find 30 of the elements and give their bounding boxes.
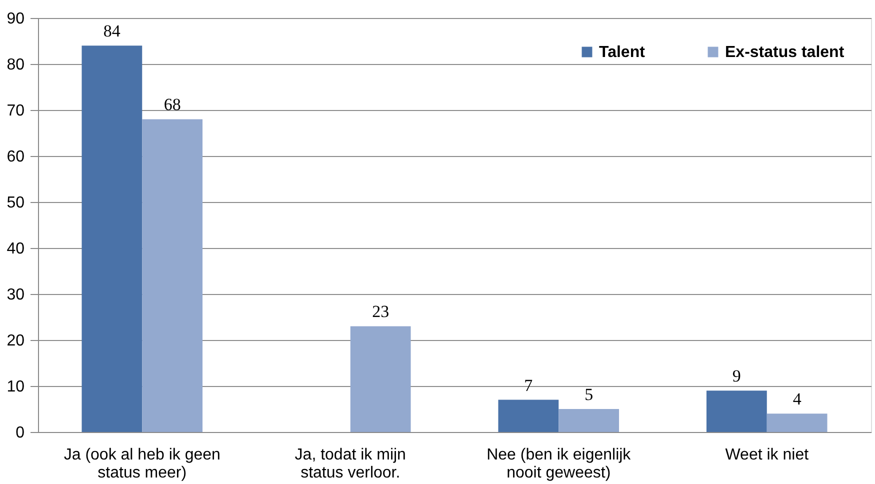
x-tick-label: Ja, todat ik mijn status verloor. [294,446,406,482]
y-tick-label: 80 [6,56,25,74]
bar [350,326,411,432]
legend-label: Ex-status talent [725,44,845,61]
y-tick-label: 30 [6,286,25,304]
bar [706,390,767,432]
y-tick-label: 70 [6,102,25,120]
bar [766,414,828,432]
data-label: 9 [732,366,741,386]
bar [558,409,620,432]
y-tick-label: 40 [6,240,25,258]
x-tick-label: Nee (ben ik eigenlijk nooit geweest) [486,446,632,482]
bar [142,119,203,432]
data-label: 7 [524,376,534,395]
legend-label: Talent [599,44,646,61]
y-tick-label: 10 [6,378,25,396]
y-tick-label: 50 [6,194,25,212]
data-label: 68 [164,95,181,114]
data-label: 4 [792,390,802,409]
bar [498,400,559,432]
y-tick-label: 60 [6,148,25,166]
data-label: 5 [584,385,594,404]
y-tick-label: 20 [6,332,25,350]
y-tick-label: 0 [16,424,25,442]
x-tick-label: Weet ik niet [725,446,810,464]
data-label: 23 [372,302,390,322]
y-tick-label: 90 [6,10,25,28]
data-label: 84 [103,22,121,41]
bar [82,46,142,432]
x-tick-label: Ja (ook al heb ik geen status meer) [64,446,220,482]
